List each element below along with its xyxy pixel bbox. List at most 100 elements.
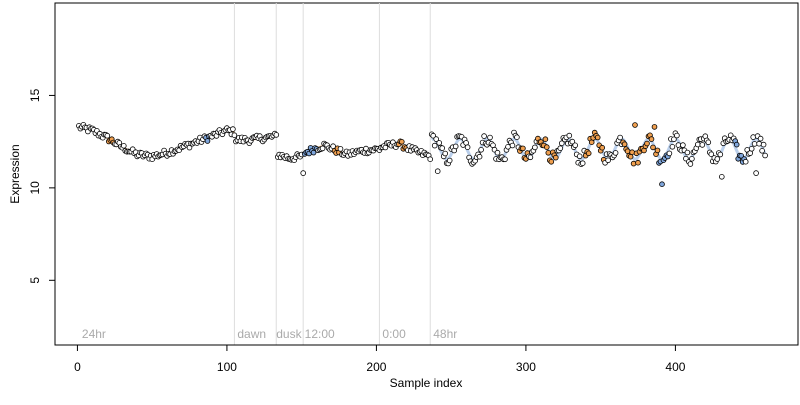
data-point	[650, 144, 656, 151]
data-point	[666, 150, 673, 157]
data-point	[648, 136, 655, 142]
data-point	[557, 145, 564, 152]
annotation-label: 24hr	[82, 327, 106, 341]
data-point	[671, 136, 677, 143]
data-point	[612, 150, 619, 156]
data-point	[760, 141, 767, 148]
data-point	[300, 170, 307, 176]
data-point	[434, 168, 441, 175]
data-point	[230, 126, 236, 132]
data-point	[476, 153, 483, 160]
data-point	[750, 134, 756, 140]
data-point	[630, 160, 637, 167]
data-point	[705, 139, 712, 146]
data-point	[558, 140, 565, 147]
data-point	[717, 151, 724, 158]
data-point	[733, 141, 740, 148]
data-point	[756, 140, 762, 147]
data-point	[689, 156, 695, 162]
data-point	[505, 144, 511, 150]
data-point	[585, 150, 592, 157]
data-points	[76, 122, 768, 188]
data-point	[481, 133, 487, 139]
data-point	[502, 156, 508, 163]
data-point	[430, 132, 437, 139]
data-point	[121, 143, 127, 149]
y-tick-label: 15	[28, 88, 42, 102]
data-point	[532, 144, 538, 151]
data-point	[104, 132, 111, 139]
y-tick-label: 10	[28, 181, 42, 195]
data-point	[644, 140, 650, 147]
data-point	[714, 156, 721, 162]
data-point	[654, 147, 661, 154]
data-point	[487, 134, 493, 141]
data-point	[708, 151, 715, 158]
x-tick-label: 100	[217, 360, 237, 374]
data-point	[680, 142, 686, 148]
data-point	[621, 141, 628, 148]
data-point	[494, 149, 501, 156]
data-point	[569, 138, 576, 145]
data-point	[542, 136, 549, 143]
data-point	[446, 157, 453, 164]
data-point	[520, 145, 526, 152]
data-point	[204, 138, 211, 144]
vertical-guides	[233, 3, 431, 345]
plot-frame	[54, 2, 799, 346]
data-point	[543, 144, 550, 150]
x-tick-label: 400	[665, 360, 685, 374]
data-point	[552, 154, 559, 161]
data-point	[687, 161, 694, 167]
data-point	[684, 149, 691, 156]
x-axis-label: Sample index	[390, 376, 463, 390]
data-point	[545, 150, 552, 156]
data-point	[635, 159, 641, 166]
y-axis-label: Expression	[8, 144, 22, 203]
data-point	[436, 140, 443, 146]
data-point	[748, 146, 755, 152]
data-point	[231, 132, 238, 139]
annotation-label: dawn	[237, 327, 266, 341]
annotation-label: dusk	[276, 327, 302, 341]
data-point	[572, 142, 578, 149]
data-point	[674, 132, 680, 139]
y-axis: 5 10 15	[28, 88, 56, 284]
data-point	[514, 134, 520, 141]
annotations: 24hr dawn dusk 12:00 0:00 48hr	[82, 327, 457, 341]
data-point	[319, 145, 326, 152]
data-point	[452, 143, 459, 150]
annotation-label: 0:00	[382, 327, 406, 341]
data-point	[757, 135, 764, 142]
data-point	[398, 139, 405, 145]
x-tick-label: 200	[366, 360, 386, 374]
data-point	[759, 148, 765, 154]
data-point	[651, 124, 658, 130]
y-tick-label: 5	[28, 277, 42, 284]
x-tick-label: 0	[74, 360, 81, 374]
data-point	[337, 146, 344, 152]
data-point	[273, 132, 280, 138]
data-point	[427, 156, 434, 163]
data-point	[605, 157, 611, 164]
data-point	[753, 170, 759, 176]
data-point	[624, 148, 631, 155]
x-tick-label: 300	[516, 360, 536, 374]
data-point	[742, 158, 749, 165]
data-point	[576, 153, 583, 160]
data-point	[527, 154, 534, 161]
data-point	[579, 160, 586, 167]
x-axis: 0 100 200 300 400	[74, 344, 686, 374]
data-point	[439, 145, 446, 151]
annotation-label: 48hr	[433, 327, 457, 341]
data-point	[718, 174, 725, 180]
data-point	[548, 159, 555, 165]
data-point	[464, 144, 471, 151]
data-point	[433, 136, 440, 142]
data-point	[431, 142, 438, 149]
data-point	[627, 153, 634, 160]
data-point	[694, 141, 701, 148]
data-point	[699, 142, 706, 148]
